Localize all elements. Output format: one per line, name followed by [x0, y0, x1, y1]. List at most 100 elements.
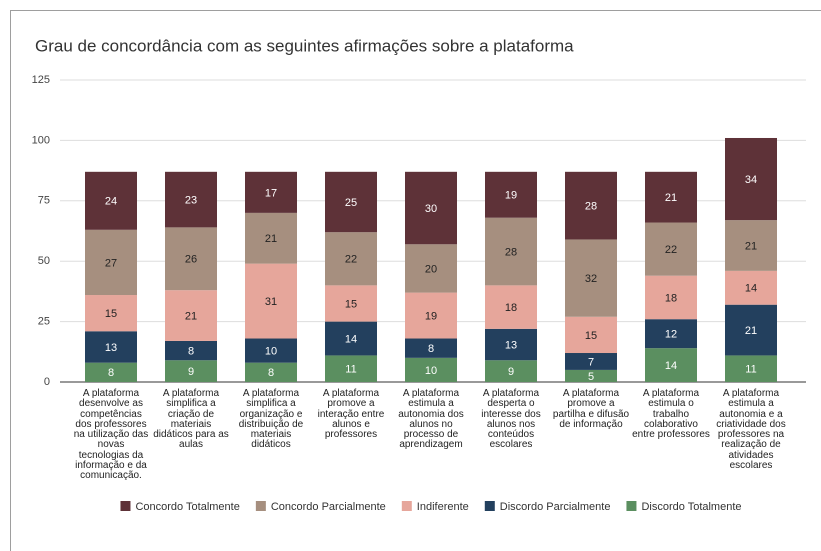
bar-segment [645, 348, 697, 382]
data-label: 18 [665, 292, 677, 304]
legend-label: Concordo Parcialmente [271, 501, 386, 513]
bar-segment [245, 338, 297, 363]
bar-segment [165, 290, 217, 341]
legend-swatch [484, 501, 495, 511]
data-label: 8 [188, 345, 194, 357]
data-label: 11 [345, 364, 356, 376]
x-tick-label: A plataforma simplifica a criação de mat… [153, 388, 229, 451]
x-tick-label: A plataforma promove a interação entre a… [317, 388, 385, 441]
bar-segment [405, 357, 457, 382]
data-label: 15 [345, 298, 357, 310]
x-tick-label: A plataforma promove a partilha e difusã… [552, 388, 630, 430]
bar-segment [245, 263, 297, 339]
y-tick-label: 75 [38, 195, 50, 207]
bar-segment [725, 137, 777, 221]
bar-segment [85, 295, 137, 332]
bar-segment [645, 275, 697, 320]
data-label: 20 [425, 263, 437, 275]
bar-segment [645, 171, 697, 223]
bar-segment [165, 340, 217, 361]
data-label: 25 [345, 197, 357, 209]
bar-segment [245, 212, 297, 264]
y-tick-label: 125 [32, 74, 50, 86]
chart-frame [10, 10, 821, 551]
data-label: 8 [428, 343, 434, 355]
data-label: 9 [188, 366, 194, 378]
bar-segment [725, 220, 777, 271]
bar-segment [325, 232, 377, 286]
legend-swatch [120, 501, 131, 511]
y-tick-label: 25 [38, 316, 50, 328]
bar-segment [725, 270, 777, 305]
x-tick-label: A plataforma desenvolve as competências … [73, 388, 149, 482]
data-label: 18 [505, 302, 517, 314]
bar-segment [165, 360, 217, 382]
bar-segment [85, 171, 137, 230]
data-label: 27 [105, 257, 117, 269]
data-label: 28 [585, 201, 597, 213]
data-label: 9 [508, 366, 514, 378]
data-label: 34 [745, 174, 757, 186]
data-label: 28 [505, 246, 517, 258]
legend-label: Discordo Parcialmente [500, 501, 611, 513]
data-label: 17 [265, 187, 277, 199]
bar-segment [485, 328, 537, 361]
data-label: 32 [585, 273, 597, 285]
data-label: 21 [745, 240, 757, 252]
bar-segment [325, 355, 377, 382]
data-label: 8 [268, 367, 274, 379]
bar-segment [725, 304, 777, 356]
data-label: 19 [505, 190, 517, 202]
legend-swatch [255, 501, 266, 511]
bar-segment [325, 285, 377, 322]
bar-segment [405, 244, 457, 293]
data-label: 8 [108, 367, 114, 379]
y-tick-label: 100 [32, 134, 50, 146]
data-label: 22 [665, 244, 677, 256]
bar-segment [245, 171, 297, 213]
bar-segment [485, 360, 537, 382]
bar-segment [325, 321, 377, 356]
legend-label: Indiferente [417, 501, 469, 513]
bar-segment [565, 353, 617, 370]
data-label: 11 [745, 364, 756, 376]
data-label: 22 [345, 254, 357, 266]
data-label: 26 [185, 254, 197, 266]
data-label: 14 [345, 333, 357, 345]
data-label: 13 [105, 342, 117, 354]
chart: Grau de concordância com as seguintes af… [32, 36, 806, 513]
data-label: 15 [105, 308, 117, 320]
legend-label: Concordo Totalmente [135, 501, 239, 513]
data-label: 23 [185, 194, 197, 206]
bar-segment [565, 369, 617, 382]
data-label: 15 [585, 330, 597, 342]
bar-segment [325, 171, 377, 233]
data-label: 14 [745, 283, 757, 295]
x-tick-label: A plataforma estimula o trabalho colabor… [632, 388, 710, 441]
data-label: 10 [265, 345, 277, 357]
bar-segment [405, 171, 457, 245]
y-tick-label: 0 [44, 376, 50, 388]
data-label: 7 [588, 356, 594, 368]
bar-segment [245, 362, 297, 382]
legend-swatch [401, 501, 412, 511]
x-tick-label: A plataforma desperta o interesse dos al… [481, 388, 541, 451]
bar-segment [165, 227, 217, 291]
data-label: 31 [265, 296, 277, 308]
bar-segment [645, 319, 697, 349]
bar-segment [565, 316, 617, 354]
legend-label: Discordo Totalmente [641, 501, 741, 513]
data-label: 21 [665, 192, 677, 204]
bar-segment [165, 171, 217, 228]
data-label: 21 [185, 310, 197, 322]
x-tick-label: A plataforma estimula a autonomia dos al… [398, 388, 464, 451]
data-label: 10 [425, 365, 437, 377]
legend-swatch [626, 501, 637, 511]
bar-segment [405, 338, 457, 358]
bar-segment [485, 285, 537, 329]
bar-segment [85, 331, 137, 363]
data-label: 13 [505, 339, 517, 351]
data-label: 24 [105, 196, 117, 208]
x-tick-label: A plataforma estimula a autonomia e a cr… [716, 388, 786, 472]
bar-segment [645, 222, 697, 276]
